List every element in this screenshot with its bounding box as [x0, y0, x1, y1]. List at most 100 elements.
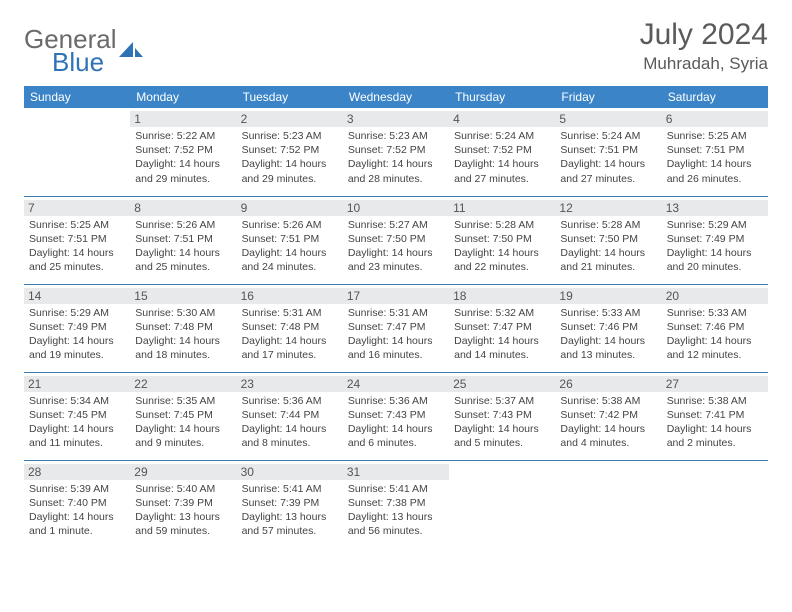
day-number: 13: [662, 200, 768, 216]
calendar-table: SundayMondayTuesdayWednesdayThursdayFrid…: [24, 86, 768, 548]
calendar-day-cell: 28 Sunrise: 5:39 AMSunset: 7:40 PMDayligh…: [24, 460, 130, 548]
brand-word-2: Blue: [52, 47, 104, 78]
calendar-day-cell: 16Sunrise: 5:31 AMSunset: 7:48 PMDayligh…: [237, 284, 343, 372]
day-details: Sunrise: 5:32 AMSunset: 7:47 PMDaylight:…: [454, 306, 550, 363]
day-number: 29: [130, 464, 236, 480]
day-details: Sunrise: 5:25 AMSunset: 7:51 PMDaylight:…: [29, 218, 125, 275]
calendar-day-cell: 15 Sunrise: 5:30 AMSunset: 7:48 PMDayligh…: [130, 284, 236, 372]
day-number: 27: [662, 376, 768, 392]
calendar-day-cell: 23 Sunrise: 5:36 AMSunset: 7:44 PMDayligh…: [237, 372, 343, 460]
day-number: 4: [449, 111, 555, 127]
day-details: Sunrise: 5:41 AMSunset: 7:39 PMDaylight:…: [242, 482, 338, 539]
weekday-header: Wednesday: [343, 86, 449, 108]
day-details: Sunrise: 5:28 AMSunset: 7:50 PMDaylight:…: [454, 218, 550, 275]
brand-logo: GeneralBlue: [24, 24, 141, 78]
day-details: Sunrise: 5:30 AMSunset: 7:48 PMDaylight:…: [135, 306, 231, 363]
day-details: Sunrise: 5:22 AMSunset: 7:52 PMDaylight:…: [135, 129, 231, 186]
calendar-day-cell: 26 Sunrise: 5:38 AMSunset: 7:42 PMDayligh…: [555, 372, 661, 460]
day-number: 28: [24, 464, 130, 480]
day-details: Sunrise: 5:23 AMSunset: 7:52 PMDaylight:…: [348, 129, 444, 186]
calendar-day-cell: 29 Sunrise: 5:40 AMSunset: 7:39 PMDayligh…: [130, 460, 236, 548]
day-details: Sunrise: 5:26 AMSunset: 7:51 PMDaylight:…: [242, 218, 338, 275]
calendar-day-cell: 9 Sunrise: 5:26 AMSunset: 7:51 PMDaylight…: [237, 196, 343, 284]
day-details: Sunrise: 5:40 AMSunset: 7:39 PMDaylight:…: [135, 482, 231, 539]
day-details: Sunrise: 5:38 AMSunset: 7:41 PMDaylight:…: [667, 394, 763, 451]
day-number: 18: [449, 288, 555, 304]
calendar-day-cell: 4 Sunrise: 5:24 AMSunset: 7:52 PMDaylight…: [449, 108, 555, 196]
calendar-body: 1 Sunrise: 5:22 AMSunset: 7:52 PMDaylight…: [24, 108, 768, 548]
day-details: Sunrise: 5:24 AMSunset: 7:51 PMDaylight:…: [560, 129, 656, 186]
calendar-day-cell: 3 Sunrise: 5:23 AMSunset: 7:52 PMDaylight…: [343, 108, 449, 196]
calendar-day-cell: 25 Sunrise: 5:37 AMSunset: 7:43 PMDayligh…: [449, 372, 555, 460]
day-number: 23: [237, 376, 343, 392]
calendar-day-cell: 11 Sunrise: 5:28 AMSunset: 7:50 PMDayligh…: [449, 196, 555, 284]
calendar-day-cell: 20Sunrise: 5:33 AMSunset: 7:46 PMDayligh…: [662, 284, 768, 372]
calendar-day-cell: [24, 108, 130, 196]
day-details: Sunrise: 5:38 AMSunset: 7:42 PMDaylight:…: [560, 394, 656, 451]
day-number: 3: [343, 111, 449, 127]
day-number: 11: [449, 200, 555, 216]
calendar-week-row: 1 Sunrise: 5:22 AMSunset: 7:52 PMDaylight…: [24, 108, 768, 196]
calendar-day-cell: 14 Sunrise: 5:29 AMSunset: 7:49 PMDayligh…: [24, 284, 130, 372]
day-number: 14: [24, 288, 130, 304]
day-details: Sunrise: 5:24 AMSunset: 7:52 PMDaylight:…: [454, 129, 550, 186]
calendar-day-cell: 5 Sunrise: 5:24 AMSunset: 7:51 PMDaylight…: [555, 108, 661, 196]
month-title: July 2024: [640, 18, 768, 52]
day-details: Sunrise: 5:37 AMSunset: 7:43 PMDaylight:…: [454, 394, 550, 451]
day-number: 15: [130, 288, 236, 304]
day-details: Sunrise: 5:35 AMSunset: 7:45 PMDaylight:…: [135, 394, 231, 451]
calendar-day-cell: 1 Sunrise: 5:22 AMSunset: 7:52 PMDaylight…: [130, 108, 236, 196]
day-details: Sunrise: 5:33 AMSunset: 7:46 PMDaylight:…: [560, 306, 656, 363]
day-details: Sunrise: 5:28 AMSunset: 7:50 PMDaylight:…: [560, 218, 656, 275]
day-number: 5: [555, 111, 661, 127]
day-number: 8: [130, 200, 236, 216]
calendar-day-cell: 10 Sunrise: 5:27 AMSunset: 7:50 PMDayligh…: [343, 196, 449, 284]
day-details: Sunrise: 5:29 AMSunset: 7:49 PMDaylight:…: [667, 218, 763, 275]
day-details: Sunrise: 5:29 AMSunset: 7:49 PMDaylight:…: [29, 306, 125, 363]
day-number: 9: [237, 200, 343, 216]
day-number: 12: [555, 200, 661, 216]
calendar-day-cell: [449, 460, 555, 548]
weekday-header: Thursday: [449, 86, 555, 108]
day-details: Sunrise: 5:25 AMSunset: 7:51 PMDaylight:…: [667, 129, 763, 186]
day-details: Sunrise: 5:41 AMSunset: 7:38 PMDaylight:…: [348, 482, 444, 539]
day-details: Sunrise: 5:36 AMSunset: 7:44 PMDaylight:…: [242, 394, 338, 451]
calendar-day-cell: 27 Sunrise: 5:38 AMSunset: 7:41 PMDayligh…: [662, 372, 768, 460]
weekday-header: Sunday: [24, 86, 130, 108]
calendar-day-cell: 17Sunrise: 5:31 AMSunset: 7:47 PMDayligh…: [343, 284, 449, 372]
calendar-week-row: 14 Sunrise: 5:29 AMSunset: 7:49 PMDayligh…: [24, 284, 768, 372]
brand-sail-icon: [119, 41, 141, 55]
weekday-header: Monday: [130, 86, 236, 108]
day-number: 26: [555, 376, 661, 392]
day-number: 21: [24, 376, 130, 392]
day-number: 20: [662, 288, 768, 304]
day-number: 2: [237, 111, 343, 127]
calendar-week-row: 28 Sunrise: 5:39 AMSunset: 7:40 PMDayligh…: [24, 460, 768, 548]
weekday-header: Friday: [555, 86, 661, 108]
weekday-header: Saturday: [662, 86, 768, 108]
day-number: 24: [343, 376, 449, 392]
calendar-day-cell: [662, 460, 768, 548]
day-number: 25: [449, 376, 555, 392]
calendar-day-cell: 22 Sunrise: 5:35 AMSunset: 7:45 PMDayligh…: [130, 372, 236, 460]
day-details: Sunrise: 5:27 AMSunset: 7:50 PMDaylight:…: [348, 218, 444, 275]
day-number: 6: [662, 111, 768, 127]
calendar-week-row: 21Sunrise: 5:34 AMSunset: 7:45 PMDayligh…: [24, 372, 768, 460]
calendar-day-cell: 8 Sunrise: 5:26 AMSunset: 7:51 PMDaylight…: [130, 196, 236, 284]
day-details: Sunrise: 5:23 AMSunset: 7:52 PMDaylight:…: [242, 129, 338, 186]
day-number: 7: [24, 200, 130, 216]
calendar-day-cell: 31Sunrise: 5:41 AMSunset: 7:38 PMDayligh…: [343, 460, 449, 548]
day-details: Sunrise: 5:39 AMSunset: 7:40 PMDaylight:…: [29, 482, 125, 539]
day-details: Sunrise: 5:31 AMSunset: 7:47 PMDaylight:…: [348, 306, 444, 363]
day-number: 10: [343, 200, 449, 216]
calendar-day-cell: 19Sunrise: 5:33 AMSunset: 7:46 PMDayligh…: [555, 284, 661, 372]
day-details: Sunrise: 5:26 AMSunset: 7:51 PMDaylight:…: [135, 218, 231, 275]
day-number: 22: [130, 376, 236, 392]
day-details: Sunrise: 5:36 AMSunset: 7:43 PMDaylight:…: [348, 394, 444, 451]
day-number: 1: [130, 111, 236, 127]
calendar-day-cell: 13 Sunrise: 5:29 AMSunset: 7:49 PMDayligh…: [662, 196, 768, 284]
calendar-day-cell: 18 Sunrise: 5:32 AMSunset: 7:47 PMDayligh…: [449, 284, 555, 372]
calendar-day-cell: 21Sunrise: 5:34 AMSunset: 7:45 PMDayligh…: [24, 372, 130, 460]
calendar-week-row: 7 Sunrise: 5:25 AMSunset: 7:51 PMDaylight…: [24, 196, 768, 284]
calendar-header: SundayMondayTuesdayWednesdayThursdayFrid…: [24, 86, 768, 108]
